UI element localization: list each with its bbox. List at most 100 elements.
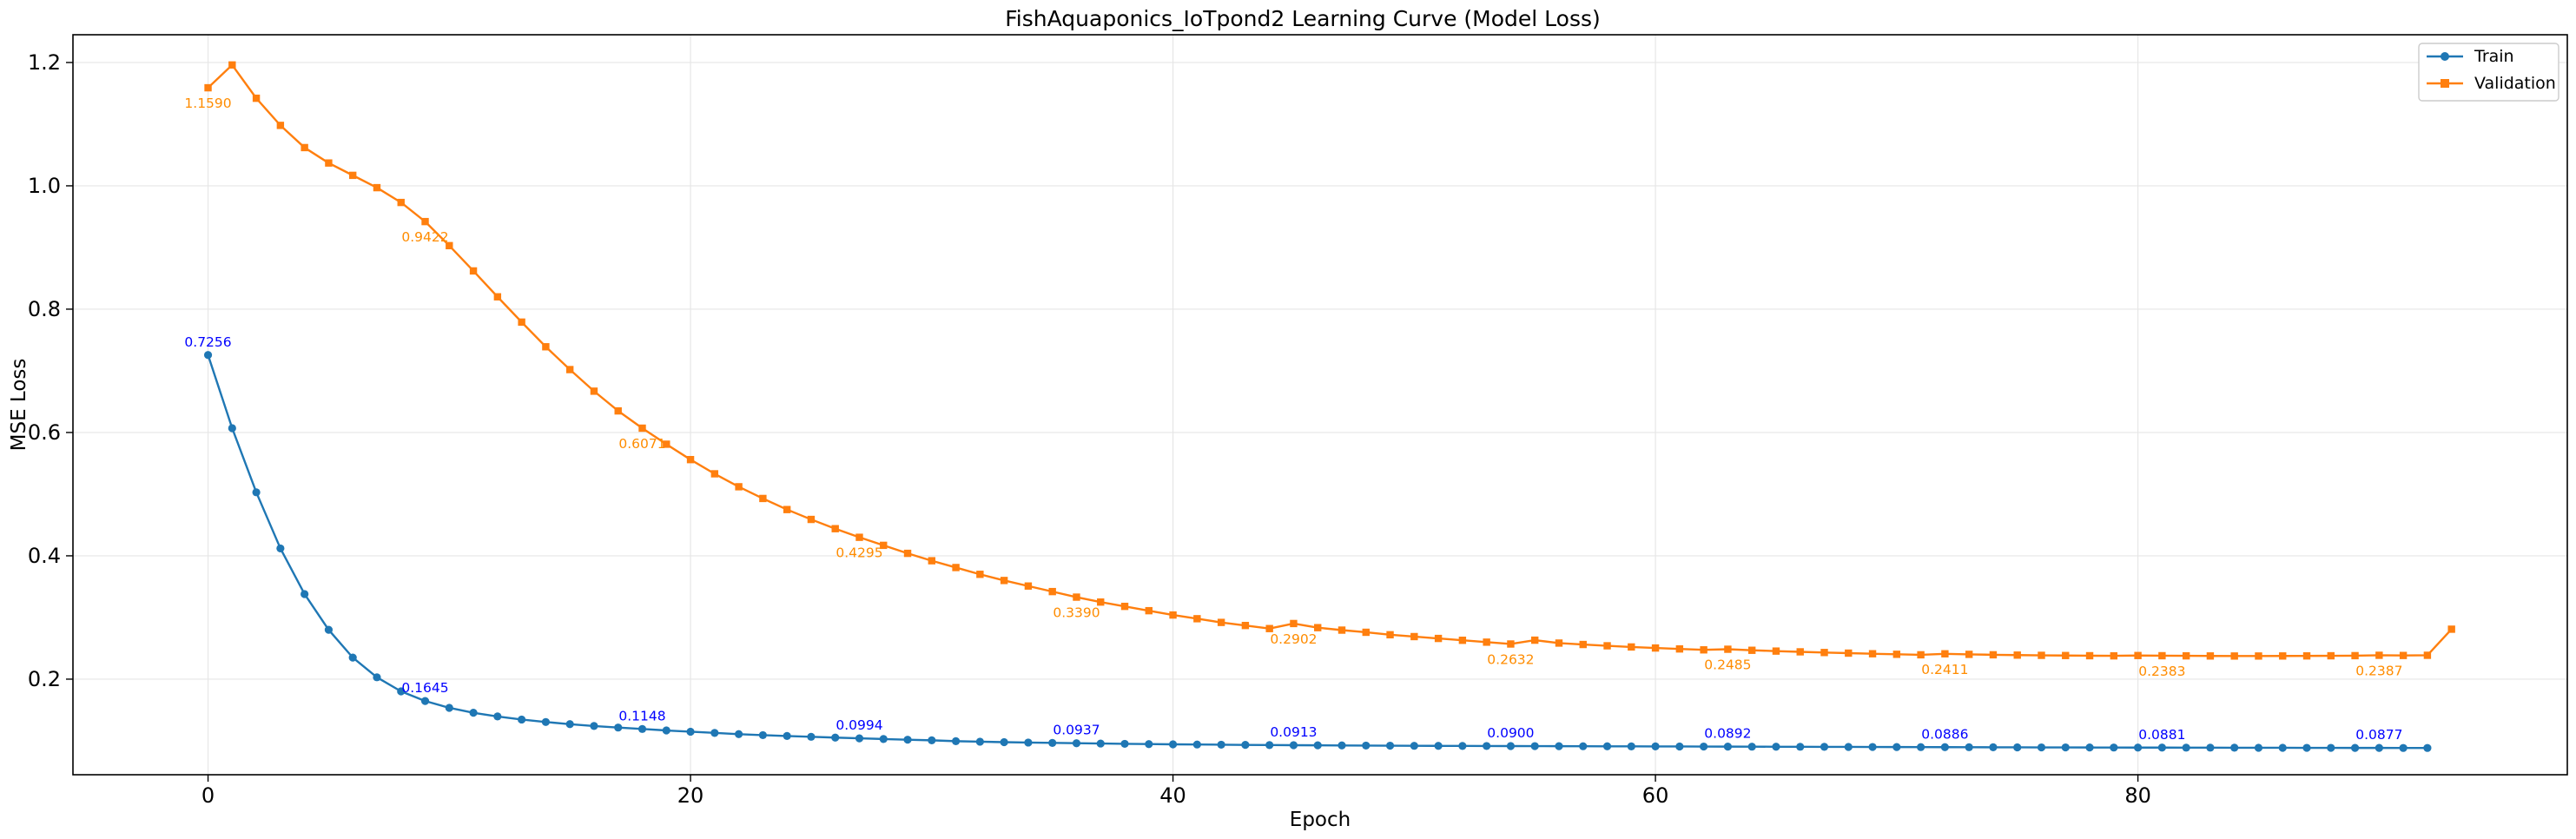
train-point xyxy=(541,717,551,726)
legend: Train Validation xyxy=(2418,43,2559,102)
train-point xyxy=(1410,742,1418,750)
train-point xyxy=(1313,741,1322,750)
y-tick-label: 0.8 xyxy=(28,297,61,321)
validation-point xyxy=(421,217,429,226)
train-point xyxy=(975,737,984,746)
train-point xyxy=(2327,743,2335,752)
validation-point xyxy=(952,564,960,571)
train-point xyxy=(1362,741,1371,750)
validation-point xyxy=(807,515,816,524)
train-point xyxy=(614,723,623,732)
validation-point xyxy=(1241,621,1250,630)
validation-point xyxy=(590,387,598,395)
validation-point xyxy=(2230,652,2238,660)
y-axis-label: MSE Loss xyxy=(8,359,30,452)
x-tick-label: 80 xyxy=(2124,783,2151,808)
validation-point xyxy=(976,571,984,578)
validation-data-label: 0.4295 xyxy=(836,545,882,561)
grid xyxy=(73,35,2567,775)
validation-data-label: 1.1590 xyxy=(184,96,231,111)
train-point xyxy=(2182,743,2190,752)
validation-data-label: 0.6071 xyxy=(618,436,665,452)
validation-point xyxy=(469,267,478,275)
validation-point xyxy=(2206,652,2215,660)
validation-point xyxy=(783,505,791,513)
validation-point xyxy=(2158,651,2166,660)
x-axis-label: Epoch xyxy=(1290,809,1351,831)
train-data-label: 0.0900 xyxy=(1487,725,1534,741)
validation-point xyxy=(903,549,912,558)
train-point xyxy=(1892,743,1901,751)
validation-point xyxy=(1434,634,1443,643)
validation-point xyxy=(1772,647,1780,655)
validation-point xyxy=(1555,639,1563,647)
chart-title: FishAquaponics_IoTpond2 Learning Curve (… xyxy=(1005,6,1601,31)
train-point xyxy=(1940,743,1949,751)
train-point xyxy=(1338,741,1346,750)
train-point xyxy=(1458,742,1467,750)
validation-point xyxy=(325,159,333,167)
validation-point xyxy=(228,61,236,69)
y-tick-label: 0.6 xyxy=(28,420,61,445)
validation-point xyxy=(710,470,719,478)
validation-point xyxy=(2327,651,2335,660)
validation-point xyxy=(2182,651,2190,660)
train-point xyxy=(1072,739,1081,748)
y-tick-label: 1.0 xyxy=(28,174,61,198)
validation-point xyxy=(1483,638,1490,646)
train-point xyxy=(2302,743,2311,752)
train-point xyxy=(1917,743,1925,751)
validation-point xyxy=(1700,646,1707,654)
validation-point xyxy=(1941,650,1949,657)
validation-point xyxy=(1362,628,1370,637)
validation-point xyxy=(1458,637,1467,644)
validation-point xyxy=(638,424,646,433)
legend-train-marker xyxy=(2441,52,2449,61)
data-labels: 0.7256 0.1645 0.1148 0.0994 0.0937 0.0913 0.09… xyxy=(184,96,2402,743)
validation-point xyxy=(1747,646,1756,654)
validation-data-label: 0.2411 xyxy=(1921,662,1968,677)
validation-point xyxy=(1073,593,1080,601)
train-point xyxy=(1289,741,1298,750)
x-tick-label: 0 xyxy=(201,783,215,808)
train-point xyxy=(2423,743,2432,752)
train-data-label: 0.0881 xyxy=(2138,727,2185,743)
train-point xyxy=(1217,740,1225,750)
train-point xyxy=(2375,743,2383,752)
train-point xyxy=(2230,743,2239,752)
train-data-label: 0.0913 xyxy=(1270,724,1317,740)
validation-point xyxy=(1579,640,1587,649)
train-point xyxy=(276,544,285,553)
train-point xyxy=(1024,738,1033,747)
validation-point xyxy=(348,171,357,180)
train-point xyxy=(1120,739,1129,749)
train-data-label: 0.0886 xyxy=(1921,726,1968,742)
train-point xyxy=(2278,743,2287,752)
train-point xyxy=(1868,743,1877,751)
validation-point xyxy=(686,455,695,464)
train-point xyxy=(1000,737,1008,747)
train-point xyxy=(301,590,309,598)
validation-point xyxy=(1386,631,1394,639)
y-tick-label: 0.2 xyxy=(28,667,61,691)
train-point xyxy=(1483,742,1491,750)
train-data-label: 0.0937 xyxy=(1053,723,1100,738)
validation-line xyxy=(207,63,2453,657)
validation-point xyxy=(1651,644,1660,652)
validation-point xyxy=(2423,651,2432,659)
validation-point xyxy=(397,198,405,207)
train-point xyxy=(565,720,574,729)
validation-point xyxy=(1820,649,1828,657)
legend-box xyxy=(2418,43,2559,102)
x-tick-label: 40 xyxy=(1159,783,1186,808)
validation-point xyxy=(2062,651,2070,659)
train-point xyxy=(1747,743,1756,751)
validation-point xyxy=(1169,611,1177,619)
train-point xyxy=(2110,743,2118,752)
train-point xyxy=(2254,743,2263,752)
validation-point xyxy=(1892,651,1901,658)
validation-point xyxy=(1145,606,1153,615)
validation-point xyxy=(2255,652,2262,660)
train-data-label: 0.0877 xyxy=(2355,727,2402,743)
